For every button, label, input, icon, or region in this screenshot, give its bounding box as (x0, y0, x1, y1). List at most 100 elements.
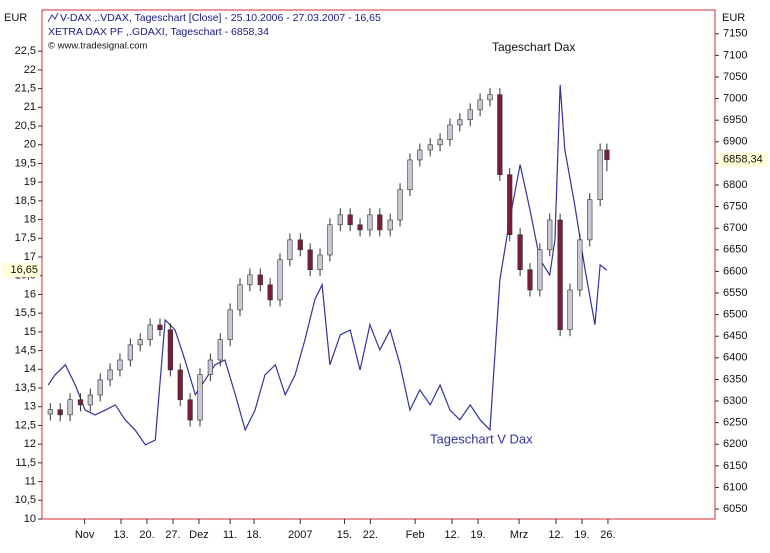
candle-body (377, 214, 383, 231)
candle-body (67, 399, 73, 416)
y-unit: EUR (4, 12, 27, 24)
y-tick-label: 13 (24, 401, 36, 413)
candle-body (147, 324, 153, 340)
candle-body (117, 359, 123, 371)
candle-body (177, 369, 183, 401)
y2-tick-label: 6150 (723, 460, 747, 472)
annotation: Tageschart V Dax (430, 431, 533, 446)
y2-unit: EUR (722, 12, 745, 24)
candle-body (187, 399, 193, 421)
candle-body (267, 284, 273, 301)
candle-body (417, 149, 423, 161)
y2-tick-label: 6450 (723, 330, 747, 342)
header-line: XETRA DAX PF ,.GDAXI, Tageschart - 6858,… (48, 26, 269, 38)
candle-body (347, 214, 353, 226)
candle-body (427, 144, 433, 151)
candle-body (357, 224, 363, 231)
candle-body (97, 379, 103, 396)
y-tick-label: 20,5 (15, 120, 36, 132)
x-tick-label: 11. (223, 529, 237, 541)
candle-body (557, 219, 563, 331)
header-line: © www.tradesignal.com (48, 41, 147, 52)
candle-body (317, 254, 323, 270)
y2-tick-label: 6300 (723, 395, 747, 407)
candle-body (604, 149, 610, 161)
y-tick-label: 11 (25, 475, 36, 487)
candle-body (517, 234, 523, 270)
candle-body (467, 109, 473, 121)
candle-body (367, 214, 373, 231)
x-tick-label: 13. (113, 529, 128, 541)
y-tick-label: 15,5 (15, 307, 36, 319)
y-tick-label: 14,5 (15, 344, 36, 356)
y2-tick-label: 6500 (723, 309, 747, 321)
plot-frame (41, 9, 716, 520)
x-tick-label: 12. (444, 529, 459, 541)
candle-body (497, 94, 503, 175)
y-tick-label: 18,5 (15, 195, 36, 207)
candle-body (207, 359, 213, 375)
y-tick-label: 14 (24, 363, 36, 375)
y2-tick-label: 6650 (723, 244, 747, 256)
y-tick-label: 20 (24, 139, 36, 151)
candle-body (287, 239, 293, 261)
y2-tick-label: 6200 (723, 438, 747, 450)
annotation: Tageschart Dax (492, 40, 575, 54)
candle-body (307, 249, 313, 270)
y2-tick-label: 6750 (723, 201, 747, 213)
candle-body (247, 274, 253, 286)
candle-body (567, 289, 573, 331)
y-tick-label: 22 (24, 64, 36, 76)
y-tick-label: 17 (24, 251, 36, 263)
candle-body (487, 94, 493, 101)
candle-body (457, 119, 463, 126)
y2-tick-label: 6100 (723, 481, 747, 493)
y2-tick-label: 6350 (723, 373, 747, 385)
candle-body (577, 239, 583, 291)
candle-body (397, 189, 403, 221)
y2-tick-label: 6050 (723, 503, 747, 515)
y2-tick-label: 6400 (723, 352, 747, 364)
candle-body (107, 369, 113, 381)
x-tick-label: 2007 (288, 529, 312, 541)
x-tick-label: 12. (548, 529, 563, 541)
y-tick-label: 19 (24, 176, 36, 188)
x-tick-label: 22. (363, 529, 378, 541)
y-tick-label: 18 (24, 213, 36, 225)
y2-tick-label: 6700 (723, 222, 747, 234)
candle-body (437, 139, 443, 146)
line-icon (47, 12, 59, 23)
x-tick-label: Feb (406, 529, 425, 541)
candle-body (477, 99, 483, 111)
candle-body (77, 399, 84, 406)
candle-body (217, 339, 223, 361)
last-value-tag (2, 263, 40, 278)
x-tick-label: Dez (189, 529, 209, 541)
candle-body (277, 259, 283, 301)
y2-tick-label: 6550 (723, 287, 747, 299)
candle-body (297, 239, 303, 251)
x-tick-label: Nov (75, 529, 95, 541)
candle-body (327, 224, 333, 256)
y-tick-label: 10,5 (15, 494, 36, 506)
last-value-label: 6858,34 (723, 154, 763, 166)
y2-tick-label: 6950 (723, 114, 747, 126)
candle-body (587, 199, 593, 241)
candle-body (167, 329, 173, 371)
y-tick-label: 13,5 (15, 382, 36, 394)
candle-body (87, 394, 93, 406)
candle-body (527, 269, 533, 291)
candle-body (47, 409, 53, 415)
x-tick-label: 27. (165, 529, 180, 541)
last-value-label: 16,65 (10, 264, 38, 276)
candle-body (507, 174, 513, 235)
y2-tick-label: 7050 (723, 71, 747, 83)
y-tick-label: 10 (24, 513, 36, 525)
y-tick-label: 12 (24, 438, 36, 450)
x-tick-label: 15. (337, 529, 352, 541)
y2-tick-label: 7000 (723, 92, 747, 104)
header-line: V-DAX ,.VDAX, Tageschart [Close] - 25.10… (60, 12, 381, 24)
candle-body (597, 149, 603, 200)
candle-body (257, 274, 263, 286)
